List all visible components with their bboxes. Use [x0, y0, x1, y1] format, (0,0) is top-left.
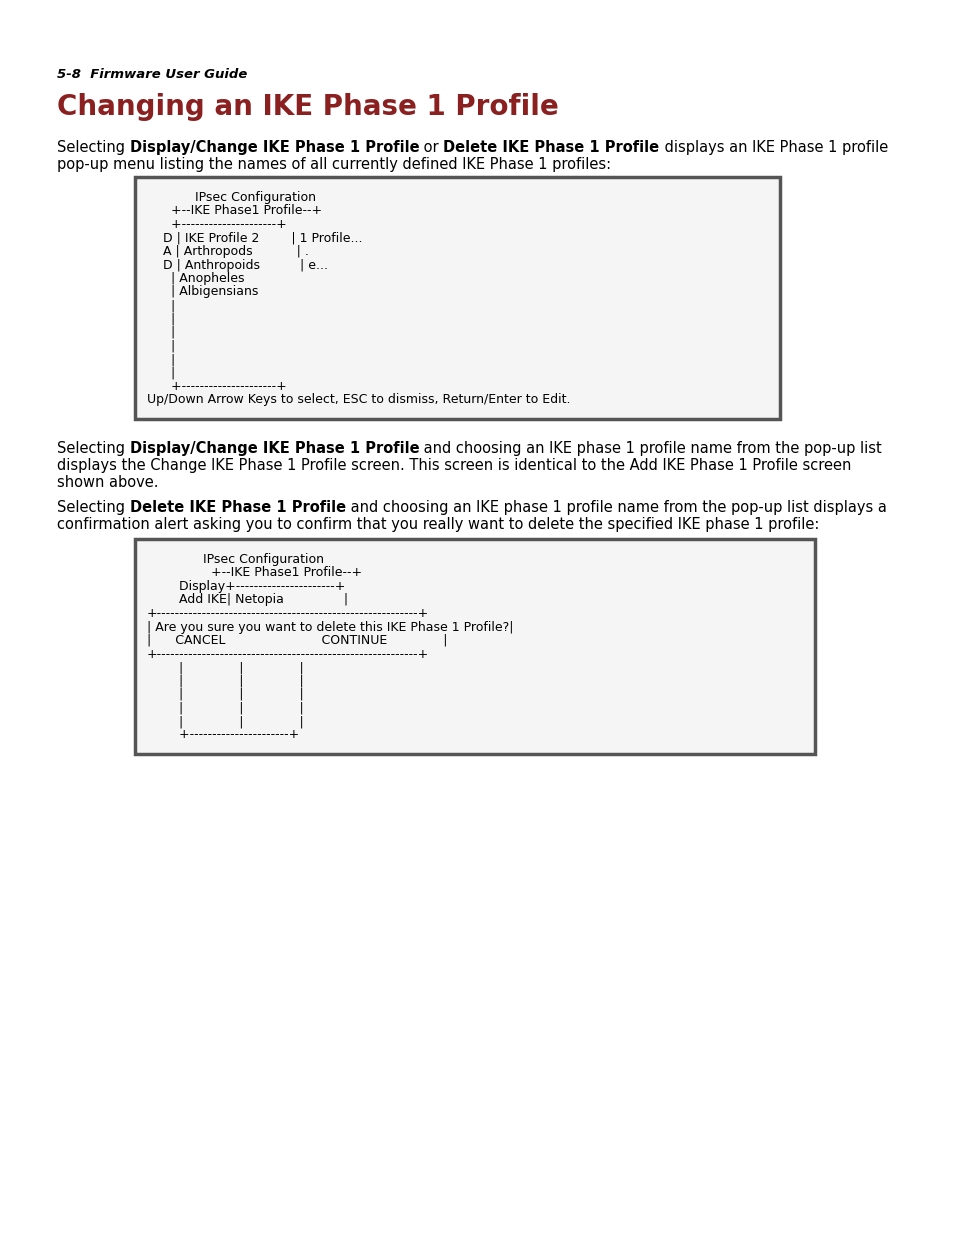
Text: or: or	[418, 140, 443, 156]
Text: +----------------------+: +----------------------+	[147, 729, 299, 741]
Text: |              |              |: | | |	[147, 688, 303, 701]
Text: Display/Change IKE Phase 1 Profile: Display/Change IKE Phase 1 Profile	[130, 441, 418, 456]
Text: Display+----------------------+: Display+----------------------+	[147, 580, 345, 593]
Text: Selecting: Selecting	[57, 140, 130, 156]
Text: |      CANCEL                        CONTINUE              |: | CANCEL CONTINUE |	[147, 634, 447, 647]
Text: and choosing an IKE phase 1 profile name from the pop-up list displays a: and choosing an IKE phase 1 profile name…	[345, 500, 885, 515]
Text: +----------------------------------------------------------+: +---------------------------------------…	[147, 606, 429, 620]
Text: +--IKE Phase1 Profile--+: +--IKE Phase1 Profile--+	[147, 205, 322, 217]
Text: |: |	[147, 367, 175, 379]
Text: Display/Change IKE Phase 1 Profile: Display/Change IKE Phase 1 Profile	[130, 140, 418, 156]
FancyBboxPatch shape	[135, 177, 780, 419]
Text: Delete IKE Phase 1 Profile: Delete IKE Phase 1 Profile	[443, 140, 659, 156]
Text: Changing an IKE Phase 1 Profile: Changing an IKE Phase 1 Profile	[57, 93, 558, 121]
Text: Delete IKE Phase 1 Profile: Delete IKE Phase 1 Profile	[130, 500, 345, 515]
Text: |              |              |: | | |	[147, 701, 303, 715]
Text: D | Anthropoids          | e...: D | Anthropoids | e...	[147, 258, 328, 272]
Text: displays an IKE Phase 1 profile: displays an IKE Phase 1 profile	[659, 140, 887, 156]
Text: Selecting: Selecting	[57, 500, 130, 515]
Text: Add IKE| Netopia               |: Add IKE| Netopia |	[147, 594, 348, 606]
Text: |              |              |: | | |	[147, 661, 303, 674]
Text: |              |              |: | | |	[147, 674, 303, 688]
Text: +--IKE Phase1 Profile--+: +--IKE Phase1 Profile--+	[147, 567, 362, 579]
Text: +---------------------+: +---------------------+	[147, 219, 287, 231]
Text: |: |	[147, 299, 175, 312]
Text: IPsec Configuration: IPsec Configuration	[147, 553, 324, 566]
Text: |: |	[147, 353, 175, 366]
FancyBboxPatch shape	[135, 538, 814, 755]
Text: | Are you sure you want to delete this IKE Phase 1 Profile?|: | Are you sure you want to delete this I…	[147, 620, 513, 634]
Text: D | IKE Profile 2        | 1 Profile...: D | IKE Profile 2 | 1 Profile...	[147, 231, 362, 245]
Text: shown above.: shown above.	[57, 475, 158, 490]
Text: |: |	[147, 340, 175, 352]
Text: Selecting: Selecting	[57, 441, 130, 456]
Text: +----------------------------------------------------------+: +---------------------------------------…	[147, 647, 429, 661]
Text: +---------------------+: +---------------------+	[147, 380, 287, 393]
Text: displays the Change IKE Phase 1 Profile screen. This screen is identical to the : displays the Change IKE Phase 1 Profile …	[57, 458, 850, 473]
Text: | Anopheles: | Anopheles	[147, 272, 244, 285]
Text: |              |              |: | | |	[147, 715, 303, 727]
Text: |: |	[147, 326, 175, 338]
Text: 5-8  Firmware User Guide: 5-8 Firmware User Guide	[57, 68, 247, 82]
Text: confirmation alert asking you to confirm that you really want to delete the spec: confirmation alert asking you to confirm…	[57, 517, 819, 532]
Text: IPsec Configuration: IPsec Configuration	[147, 191, 315, 204]
Text: pop-up menu listing the names of all currently defined IKE Phase 1 profiles:: pop-up menu listing the names of all cur…	[57, 157, 611, 172]
Text: |: |	[147, 312, 175, 326]
Text: and choosing an IKE phase 1 profile name from the pop-up list: and choosing an IKE phase 1 profile name…	[418, 441, 882, 456]
Text: Up/Down Arrow Keys to select, ESC to dismiss, Return/Enter to Edit.: Up/Down Arrow Keys to select, ESC to dis…	[147, 394, 570, 406]
Text: | Albigensians: | Albigensians	[147, 285, 258, 299]
Text: A | Arthropods           | .: A | Arthropods | .	[147, 245, 309, 258]
